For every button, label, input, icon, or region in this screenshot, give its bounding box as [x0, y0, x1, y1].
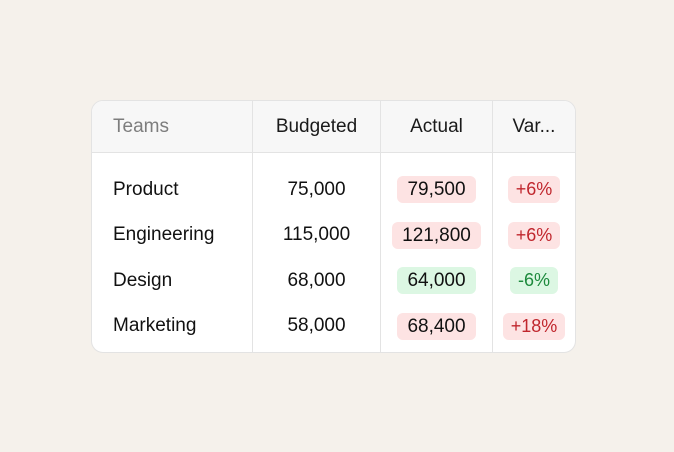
actual-column: Actual 79,500 121,800 64,000 68,400: [381, 101, 493, 352]
variance-badge: +6%: [507, 221, 561, 249]
team-cell: Marketing: [113, 315, 197, 337]
actual-cell-wrap: 68,400: [381, 304, 492, 350]
budgeted-cell: 75,000: [287, 178, 346, 200]
team-cell: Engineering: [113, 224, 215, 246]
actual-badge: 79,500: [397, 176, 476, 204]
actual-cell-wrap: 64,000: [381, 258, 492, 304]
budgeted-cell: 58,000: [287, 315, 346, 337]
actual-badge: 64,000: [397, 267, 476, 295]
variance-cell-wrap: -6%: [493, 258, 575, 304]
team-cell: Design: [113, 269, 173, 291]
budgeted-cell: 68,000: [287, 269, 346, 291]
budgeted-column: Budgeted 75,000 115,000 68,000 58,000: [253, 101, 381, 352]
variance-header[interactable]: Var...: [493, 101, 575, 153]
actual-cell-wrap: 79,500: [381, 167, 492, 213]
budget-table: Teams Product Engineering Design Marketi…: [91, 100, 576, 353]
variance-cell-wrap: +18%: [493, 304, 575, 350]
actual-header[interactable]: Actual: [381, 101, 492, 153]
teams-column: Teams Product Engineering Design Marketi…: [92, 101, 253, 352]
teams-header[interactable]: Teams: [92, 101, 252, 153]
budgeted-header[interactable]: Budgeted: [253, 101, 380, 153]
actual-badge: 121,800: [392, 221, 481, 249]
actual-badge: 68,400: [397, 312, 476, 340]
variance-cell-wrap: +6%: [493, 213, 575, 259]
variance-cell-wrap: +6%: [493, 167, 575, 213]
variance-badge: -6%: [509, 267, 558, 295]
budgeted-cell: 115,000: [282, 224, 351, 246]
actual-cell-wrap: 121,800: [381, 213, 492, 259]
variance-badge: +18%: [502, 312, 566, 340]
team-cell: Product: [113, 178, 179, 200]
variance-column: Var... +6% +6% -6% +18%: [493, 101, 575, 352]
variance-badge: +6%: [507, 176, 561, 204]
